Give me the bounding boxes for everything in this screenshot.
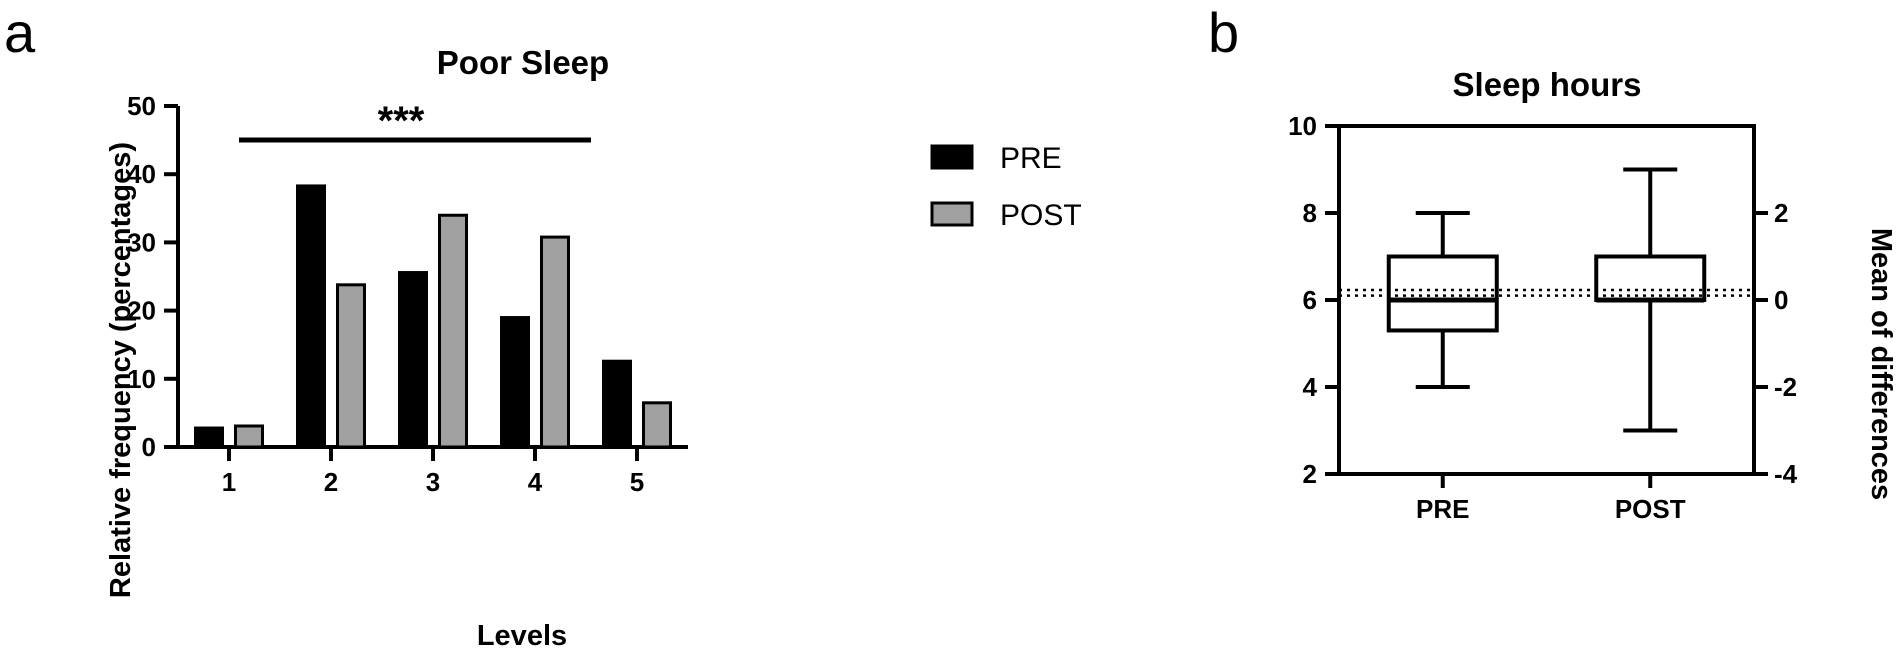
y2-tick-label-b: 0 bbox=[1774, 285, 1788, 315]
legend-label-pre: PRE bbox=[1000, 142, 1062, 175]
bar-pre-level-1 bbox=[194, 426, 224, 447]
chart-title-b: Sleep hours bbox=[1453, 66, 1642, 103]
axes-b: 2 4 6 8 10 -4 -2 0 2 PRE POST bbox=[1288, 111, 1798, 524]
y-tick-label-a: 50 bbox=[127, 91, 156, 121]
axes-a: 0 10 20 30 40 50 1 2 3 4 5 bbox=[127, 91, 688, 497]
panel-a: a Poor Sleep Relative frequency (percent… bbox=[4, 1, 1082, 652]
y-tick-label-a: 20 bbox=[127, 296, 156, 326]
legend-swatch-pre bbox=[930, 144, 974, 170]
x-tick-label-a: 3 bbox=[426, 467, 440, 497]
x-tick-label-b: POST bbox=[1615, 494, 1686, 524]
panel-letter-b: b bbox=[1208, 1, 1239, 64]
box-post-iqr bbox=[1594, 254, 1707, 302]
bar-post-level-2 bbox=[336, 283, 366, 449]
bar-pre-level-3 bbox=[398, 271, 428, 447]
y-tick-label-a: 0 bbox=[142, 432, 156, 462]
box-pre-iqr bbox=[1386, 254, 1499, 333]
y-axis-label-a: Relative frequency (percentages) bbox=[105, 142, 137, 598]
bar-post-level-4 bbox=[540, 235, 570, 449]
y2-tick-label-b: -4 bbox=[1774, 459, 1798, 489]
bar-post-level-1 bbox=[234, 424, 264, 449]
bar-post-level-3 bbox=[438, 213, 468, 449]
boxes-b bbox=[1386, 167, 1707, 433]
y-tick-label-a: 10 bbox=[127, 364, 156, 394]
y-tick-label-b: 10 bbox=[1288, 111, 1317, 141]
significance-annotation: *** bbox=[239, 99, 591, 143]
y-tick-label-b: 6 bbox=[1303, 285, 1317, 315]
y-tick-label-a: 40 bbox=[127, 159, 156, 189]
y-tick-label-b: 4 bbox=[1303, 372, 1318, 402]
chart-title-a: Poor Sleep bbox=[437, 44, 609, 81]
x-tick-label-a: 2 bbox=[324, 467, 338, 497]
reference-lines-b bbox=[1339, 288, 1754, 297]
y2-axis-label-b: Mean of differences bbox=[1865, 228, 1897, 500]
y-tick-label-b: 2 bbox=[1303, 459, 1317, 489]
y-tick-label-a: 30 bbox=[127, 227, 156, 257]
panel-letter-a: a bbox=[4, 1, 36, 64]
x-tick-label-a: 1 bbox=[222, 467, 236, 497]
y-tick-label-b: 8 bbox=[1303, 198, 1317, 228]
x-tick-label-a: 4 bbox=[528, 467, 543, 497]
x-tick-label-a: 5 bbox=[630, 467, 644, 497]
y2-tick-label-b: 2 bbox=[1774, 198, 1788, 228]
x-tick-label-b: PRE bbox=[1416, 494, 1469, 524]
significance-stars: *** bbox=[378, 99, 425, 143]
legend-a: PRE POST bbox=[930, 142, 1082, 232]
bar-pre-level-5 bbox=[602, 359, 632, 447]
x-axis-label-a: Levels bbox=[477, 620, 567, 652]
bar-pre-level-2 bbox=[296, 184, 326, 447]
y2-tick-label-b: -2 bbox=[1774, 372, 1797, 402]
bar-post-level-5 bbox=[642, 401, 672, 449]
legend-swatch-post bbox=[930, 201, 974, 227]
legend-label-post: POST bbox=[1000, 199, 1082, 232]
bars-a bbox=[194, 184, 672, 449]
panel-b: b Sleep hours Mean of differences 2 4 6 8 10… bbox=[1208, 1, 1897, 524]
bar-pre-level-4 bbox=[500, 316, 530, 447]
